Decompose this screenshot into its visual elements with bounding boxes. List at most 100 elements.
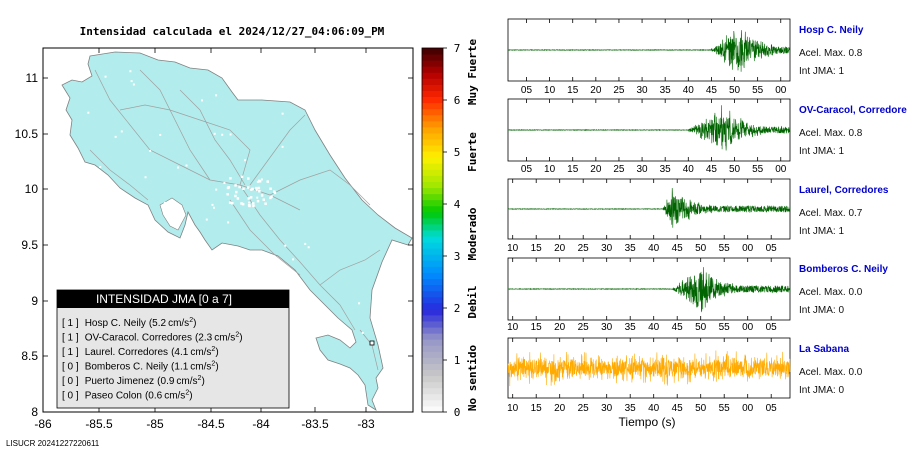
colorbar-cell bbox=[422, 266, 443, 273]
time-tick-label: 10 bbox=[507, 322, 519, 333]
legend-paren-open: ( bbox=[171, 347, 175, 358]
colorbar-cell bbox=[422, 211, 443, 219]
town-dot bbox=[159, 133, 162, 136]
legend-level: [ 1 ] bbox=[62, 318, 79, 329]
footer-code: LISUCR 20241227220611 bbox=[6, 439, 100, 448]
map-axis-ticks: -86 -85.5 -85 -84.5 -84 -83.5 -83 11 10.5 10 9.5 9 8… bbox=[15, 48, 413, 431]
legend-paren-open: ( bbox=[157, 376, 161, 387]
town-dot bbox=[248, 201, 251, 204]
station-max-accel: Acel. Max. 0.0 bbox=[799, 367, 863, 378]
time-tick-label: 20 bbox=[590, 85, 602, 96]
time-tick-label: 15 bbox=[531, 403, 543, 414]
colorbar-cell bbox=[422, 345, 443, 352]
town-dot-urban bbox=[264, 202, 267, 205]
colorbar-category-label: Muy Fuerte bbox=[466, 39, 479, 106]
town-dot-urban bbox=[236, 197, 240, 200]
legend-station: Puerto Jimenez bbox=[85, 376, 154, 387]
colorbar-tick-label: 7 bbox=[454, 42, 461, 55]
legend-station: OV-Caracol. Corredores bbox=[85, 333, 192, 344]
legend-unit-sup: 2 bbox=[211, 346, 215, 353]
legend-unit: cm/s bbox=[190, 347, 211, 358]
town-dot bbox=[144, 176, 147, 179]
town-dot bbox=[87, 111, 90, 114]
time-tick-label: 40 bbox=[648, 322, 660, 333]
town-dot-urban bbox=[249, 196, 253, 199]
lon-tick-label: -84.5 bbox=[197, 417, 225, 431]
town-dot bbox=[292, 258, 295, 261]
colorbar-cell bbox=[422, 114, 443, 122]
town-dot bbox=[284, 244, 287, 247]
intensity-legend: INTENSIDAD JMA [0 a 7] [ 1 ] Hosp C. Neil… bbox=[56, 289, 290, 409]
town-dot bbox=[161, 276, 164, 279]
colorbar-tick-label: 6 bbox=[454, 94, 461, 107]
map-title: Intensidad calculada el 2024/12/27_04:06… bbox=[80, 25, 385, 38]
time-tick-label: 55 bbox=[719, 403, 731, 414]
legend-level: [ 0 ] bbox=[62, 391, 79, 402]
station-max-accel: Acel. Max. 0.8 bbox=[799, 48, 863, 59]
time-tick-label: 25 bbox=[578, 403, 590, 414]
time-tick-label: 25 bbox=[578, 243, 590, 254]
station-name: La Sabana bbox=[799, 344, 849, 355]
time-tick-label: 15 bbox=[567, 85, 579, 96]
colorbar-cell bbox=[422, 169, 443, 176]
colorbar-cell bbox=[422, 217, 443, 225]
legend-station: Bomberos C. Neily bbox=[85, 362, 168, 373]
colorbar-cell bbox=[422, 375, 443, 383]
legend-accel: 4.1 bbox=[174, 347, 188, 358]
time-tick-label: 45 bbox=[672, 243, 684, 254]
colorbar-cell bbox=[422, 393, 443, 401]
time-tick-label: 30 bbox=[637, 164, 649, 175]
town-dot bbox=[358, 302, 361, 305]
station-name: Laurel, Corredores bbox=[799, 185, 889, 196]
waveform-line bbox=[507, 267, 791, 313]
colorbar-cell bbox=[422, 278, 443, 286]
colorbar-cell bbox=[422, 357, 443, 364]
time-tick-label: 00 bbox=[742, 243, 754, 254]
town-dot-urban bbox=[226, 186, 230, 190]
lon-tick-label: -83 bbox=[357, 417, 375, 431]
town-dot bbox=[277, 90, 280, 93]
time-tick-label: 30 bbox=[601, 243, 613, 254]
town-dot-urban bbox=[256, 199, 260, 203]
station-name: Hosp C. Neily bbox=[799, 25, 864, 36]
time-tick-label: 30 bbox=[601, 322, 613, 333]
town-dot bbox=[255, 189, 258, 192]
town-dot-urban bbox=[258, 189, 261, 193]
town-dot bbox=[302, 105, 305, 108]
time-tick-label: 45 bbox=[706, 164, 718, 175]
colorbar-cell bbox=[422, 78, 443, 85]
time-tick-label: 30 bbox=[601, 403, 613, 414]
station-jma-intensity: Int JMA: 0 bbox=[799, 305, 844, 316]
colorbar-cell bbox=[422, 308, 443, 316]
colorbar-category-label: Fuerte bbox=[466, 132, 479, 172]
legend-level: [ 1 ] bbox=[62, 347, 79, 358]
time-tick-label: 35 bbox=[625, 403, 637, 414]
seismogram-trace: 10 15 20 25 30 35 40 45 50 55 00 05 La Sabana Acel. M… bbox=[507, 337, 863, 414]
colorbar-category-label: Moderado bbox=[466, 207, 479, 260]
lon-tick-label: -85.5 bbox=[85, 417, 113, 431]
legend-header bbox=[57, 290, 289, 308]
town-dot-urban bbox=[251, 202, 255, 205]
legend-unit: cm/s bbox=[164, 391, 185, 402]
town-dot-urban bbox=[241, 202, 245, 206]
legend-unit-sup: 2 bbox=[211, 361, 215, 368]
time-tick-label: 05 bbox=[521, 164, 533, 175]
town-dot bbox=[82, 167, 85, 170]
colorbar-cell bbox=[422, 66, 443, 73]
colorbar-cell bbox=[422, 399, 443, 407]
colorbar-cell bbox=[422, 363, 443, 371]
legend-unit-sup: 2 bbox=[185, 390, 189, 397]
town-dot-urban bbox=[260, 194, 264, 197]
town-dot bbox=[211, 203, 214, 206]
legend-station: Paseo Colon bbox=[85, 391, 142, 402]
town-dot bbox=[132, 83, 135, 86]
town-dot bbox=[114, 135, 117, 138]
town-dot bbox=[361, 331, 364, 334]
colorbar-cell bbox=[422, 90, 443, 98]
colorbar-cell bbox=[422, 84, 443, 91]
legend-unit: cm/s bbox=[190, 362, 211, 373]
colorbar-cell bbox=[422, 260, 443, 267]
time-tick-label: 50 bbox=[695, 403, 707, 414]
